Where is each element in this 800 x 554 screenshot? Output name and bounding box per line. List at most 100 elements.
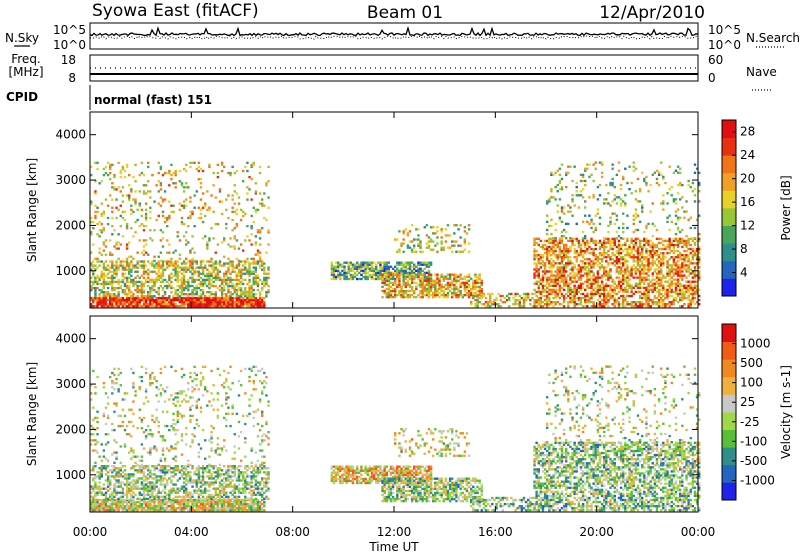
data-cell <box>163 278 167 282</box>
data-cell <box>427 291 431 295</box>
data-cell <box>349 277 353 281</box>
data-cell <box>153 270 156 273</box>
data-cell <box>689 226 692 230</box>
data-cell <box>130 188 133 191</box>
data-cell <box>204 295 207 298</box>
data-cell <box>516 303 519 306</box>
data-cell <box>474 292 477 296</box>
data-cell <box>115 280 118 284</box>
data-cell <box>672 274 676 277</box>
data-cell <box>674 272 678 275</box>
data-cell <box>643 272 646 275</box>
data-cell <box>550 266 553 269</box>
data-cell <box>567 247 570 251</box>
data-cell <box>123 284 127 288</box>
data-cell <box>174 500 177 504</box>
data-cell <box>577 284 581 287</box>
data-cell <box>256 282 260 286</box>
data-cell <box>668 239 671 243</box>
data-cell <box>258 165 262 169</box>
data-cell <box>687 284 690 287</box>
data-cell <box>558 188 562 191</box>
data-cell <box>489 305 492 308</box>
data-cell <box>624 247 627 251</box>
data-cell <box>242 264 245 267</box>
data-cell <box>670 185 673 189</box>
data-cell <box>664 239 667 243</box>
data-cell <box>237 196 241 199</box>
data-cell <box>111 270 114 273</box>
data-cell <box>636 228 640 232</box>
data-cell <box>670 280 673 283</box>
data-cell <box>252 293 255 296</box>
data-cell <box>385 263 388 266</box>
data-cell <box>554 239 557 243</box>
data-cell <box>100 231 103 234</box>
data-cell <box>155 300 158 304</box>
data-cell <box>140 509 144 512</box>
data-cell <box>185 504 188 508</box>
data-cell <box>609 284 612 287</box>
data-cell <box>254 243 258 246</box>
data-cell <box>660 278 663 281</box>
data-cell <box>157 266 160 269</box>
data-cell <box>121 266 125 269</box>
data-cell <box>556 272 559 275</box>
data-cell <box>176 502 179 506</box>
data-cell <box>144 243 148 246</box>
data-cell <box>144 303 148 306</box>
data-cell <box>216 268 220 271</box>
data-cell <box>634 300 638 304</box>
data-cell <box>630 247 633 251</box>
data-cell <box>584 206 587 209</box>
data-cell <box>539 266 543 269</box>
data-cell <box>423 285 426 289</box>
data-cell <box>577 276 581 279</box>
data-cell <box>670 220 673 223</box>
data-cell <box>256 231 260 234</box>
data-cell <box>603 296 606 300</box>
data-cell <box>254 303 258 306</box>
data-cell <box>429 289 433 293</box>
data-cell <box>410 289 414 293</box>
data-cell <box>427 269 431 272</box>
data-cell <box>510 292 513 296</box>
data-cell <box>533 254 536 257</box>
data-cell <box>140 264 144 267</box>
data-cell <box>123 303 127 306</box>
data-cell <box>421 281 424 285</box>
data-cell <box>552 196 555 199</box>
data-cell <box>180 282 184 286</box>
data-cell <box>472 279 475 282</box>
data-cell <box>225 295 228 298</box>
data-cell <box>413 291 416 295</box>
data-cell <box>653 243 657 247</box>
data-cell <box>603 237 606 240</box>
data-cell <box>349 273 353 277</box>
data-cell <box>227 262 230 265</box>
data-cell <box>554 290 557 294</box>
data-cell <box>560 249 564 253</box>
data-cell <box>153 264 156 267</box>
data-cell <box>660 202 663 205</box>
data-cell <box>662 251 665 255</box>
data-cell <box>567 282 570 285</box>
data-cell <box>476 281 479 285</box>
data-cell <box>622 177 625 181</box>
data-cell <box>666 270 669 273</box>
data-cell <box>195 167 198 171</box>
data-cell <box>218 276 222 280</box>
data-cell <box>421 289 424 293</box>
data-cell <box>248 278 251 282</box>
data-cell <box>546 260 549 263</box>
data-cell <box>132 264 135 267</box>
data-cell <box>185 284 188 288</box>
data-cell <box>489 294 492 298</box>
data-cell <box>191 266 194 269</box>
data-cell <box>385 295 388 299</box>
data-cell <box>562 258 566 261</box>
data-cell <box>622 303 625 306</box>
data-cell <box>562 228 566 232</box>
data-cell <box>641 270 644 273</box>
data-cell <box>670 294 673 298</box>
